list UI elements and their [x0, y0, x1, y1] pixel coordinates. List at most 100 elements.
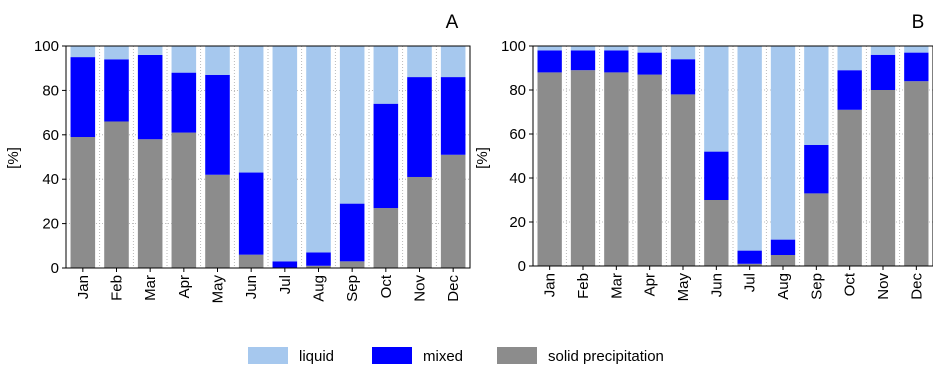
y-tick-label-a: 0	[51, 260, 59, 277]
x-tick-label-a-dec: Dec	[445, 275, 462, 302]
bar-solid-b-dec	[904, 81, 929, 266]
bar-mixed-a-sep	[339, 203, 365, 262]
x-tick-label-b-jul: Jul	[742, 273, 759, 292]
x-tick-label-b-dec: Dec	[908, 273, 925, 300]
bar-mixed-a-may	[205, 74, 230, 175]
bar-mixed-a-jan	[70, 57, 96, 138]
bar-liquid-a-apr	[171, 46, 197, 73]
bar-solid-a-apr	[171, 132, 197, 268]
bar-mixed-a-jun	[238, 172, 264, 255]
bar-liquid-a-oct	[373, 46, 399, 104]
x-tick-label-a-mar: Mar	[142, 275, 159, 301]
plot-frame-a	[65, 45, 471, 269]
bar-liquid-a-aug	[306, 46, 331, 253]
bar-mixed-a-jul	[272, 261, 298, 268]
bar-solid-a-sep	[339, 261, 365, 268]
legend-item-mixed: mixed	[372, 347, 463, 365]
bar-mixed-a-aug	[306, 252, 331, 266]
bar-mixed-b-dec	[904, 52, 929, 82]
x-tick-label-b-mar: Mar	[608, 273, 625, 299]
bar-mixed-b-jan	[537, 50, 562, 73]
bar-solid-b-sep	[804, 193, 829, 266]
x-tick-label-a-jul: Jul	[277, 275, 294, 294]
plot-area-b: 0 20 40 60 80 100 Jan Feb Mar Apr May Jun Jul Aug Sep O…	[501, 38, 933, 301]
y-tick-label-a: 100	[34, 38, 59, 55]
legend-label-mixed: mixed	[423, 348, 463, 365]
bar-liquid-b-mar	[604, 46, 629, 51]
bar-solid-a-may	[205, 174, 230, 268]
bar-solid-b-nov	[870, 90, 896, 266]
legend-swatch-mixed	[372, 347, 412, 364]
x-tick-label-a-aug: Aug	[311, 275, 328, 302]
bar-solid-b-may	[670, 94, 696, 267]
bar-solid-b-mar	[604, 72, 629, 267]
x-tick-label-a-jun: Jun	[243, 275, 260, 299]
x-tick-label-b-sep: Sep	[808, 273, 825, 300]
y-axis-label-b: [%]	[474, 147, 491, 169]
bar-mixed-a-feb	[104, 59, 129, 122]
plot-area-a: 0 20 40 60 80 100 Jan Feb Mar Apr May Jun Jul Aug Sep O…	[34, 38, 471, 304]
bar-mixed-a-dec	[440, 77, 466, 155]
bar-solid-a-jun	[238, 254, 264, 268]
x-tick-label-a-sep: Sep	[344, 275, 361, 302]
bar-liquid-a-jun	[238, 46, 264, 173]
x-tick-label-b-aug: Aug	[775, 273, 792, 300]
bar-solid-a-jan	[70, 137, 96, 268]
bar-solid-b-jul	[737, 263, 762, 266]
y-tick-label-a: 60	[42, 127, 59, 144]
bar-liquid-b-jan	[537, 46, 562, 51]
bar-solid-a-aug	[306, 265, 331, 268]
bar-liquid-a-nov	[407, 46, 432, 78]
bar-mixed-b-apr	[637, 52, 662, 75]
y-tick-label-b: 20	[509, 214, 526, 231]
plot-frame-b	[532, 45, 933, 267]
bar-mixed-b-oct	[837, 70, 862, 110]
x-tick-label-a-may: May	[210, 275, 227, 304]
bar-solid-b-apr	[637, 74, 662, 266]
bar-mixed-b-jul	[737, 250, 762, 264]
legend-label-solid: solid precipitation	[548, 348, 664, 365]
y-tick-label-b: 60	[509, 126, 526, 143]
bar-mixed-b-nov	[870, 54, 896, 90]
legend-item-solid: solid precipitation	[497, 347, 664, 365]
chart-panel-a: A [%] 0 20 40 60 80 100 Jan Feb Mar Apr May Jun Jul A…	[5, 12, 471, 304]
bar-mixed-a-apr	[171, 72, 197, 133]
bar-mixed-b-may	[670, 59, 696, 95]
y-tick-label-b: 80	[509, 82, 526, 99]
bar-mixed-b-jun	[704, 151, 729, 200]
bar-liquid-b-oct	[837, 46, 862, 71]
x-tick-label-b-nov: Nov	[875, 273, 892, 300]
bar-solid-a-feb	[104, 121, 129, 268]
x-tick-label-b-may: May	[675, 273, 692, 302]
bar-liquid-a-dec	[440, 46, 466, 78]
x-tick-label-a-jan: Jan	[75, 275, 92, 299]
bar-liquid-a-mar	[137, 46, 163, 55]
x-tick-label-a-feb: Feb	[109, 275, 126, 301]
y-tick-label-b: 40	[509, 170, 526, 187]
bar-solid-b-jan	[537, 72, 562, 267]
bar-liquid-b-dec	[904, 46, 929, 53]
bar-liquid-a-feb	[104, 46, 129, 60]
panel-label-a: A	[446, 12, 459, 33]
bar-liquid-b-jun	[704, 46, 729, 152]
bar-liquid-b-may	[670, 46, 696, 60]
bar-solid-a-oct	[373, 208, 399, 268]
bar-liquid-b-aug	[770, 46, 796, 240]
bar-solid-b-jun	[704, 200, 729, 266]
bar-liquid-a-jan	[70, 46, 96, 58]
bar-mixed-a-nov	[407, 77, 432, 177]
bar-solid-a-nov	[407, 176, 432, 268]
bar-liquid-b-jul	[737, 46, 762, 251]
legend-swatch-liquid	[248, 347, 288, 364]
legend-item-liquid: liquid	[248, 347, 334, 365]
bar-liquid-b-sep	[804, 46, 829, 145]
bar-mixed-a-oct	[373, 103, 399, 209]
x-tick-label-a-apr: Apr	[176, 275, 193, 298]
bar-mixed-a-mar	[137, 54, 163, 140]
x-tick-label-b-apr: Apr	[642, 273, 659, 296]
bar-solid-b-feb	[570, 70, 596, 266]
bar-solid-a-mar	[137, 139, 163, 268]
bar-mixed-b-feb	[570, 50, 596, 71]
bar-mixed-b-sep	[804, 145, 829, 194]
